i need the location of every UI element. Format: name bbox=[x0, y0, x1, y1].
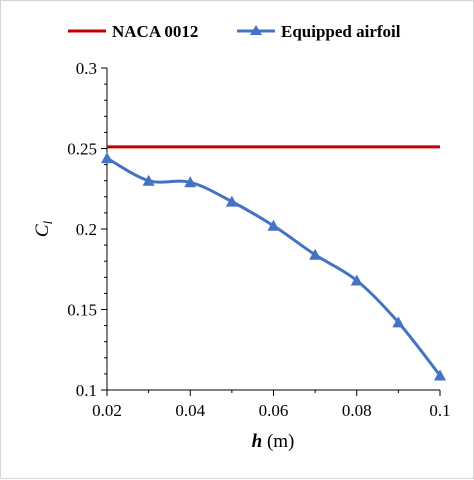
series-point-equipped-airfoil bbox=[225, 195, 238, 207]
series-point-equipped-airfoil bbox=[392, 316, 405, 328]
series-point-equipped-airfoil bbox=[434, 369, 446, 381]
y-tick-label: 0.25 bbox=[67, 140, 97, 159]
series-point-equipped-airfoil bbox=[101, 152, 113, 164]
y-axis-title: Cl bbox=[32, 220, 55, 237]
legend-label-naca: NACA 0012 bbox=[112, 22, 198, 41]
legend-label-equipped: Equipped airfoil bbox=[281, 22, 401, 41]
tick-labels: 0.1 0.15 0.2 0.25 0.3 0.02 0.04 0.06 0.08 0.1 bbox=[67, 59, 450, 420]
x-tick-label: 0.06 bbox=[259, 401, 289, 420]
legend-marker-triangle bbox=[250, 25, 262, 35]
x-tick-label: 0.1 bbox=[429, 401, 450, 420]
y-tick-label: 0.15 bbox=[67, 301, 97, 320]
y-tick-label: 0.1 bbox=[76, 381, 97, 400]
legend: NACA 0012 Equipped airfoil bbox=[68, 22, 401, 41]
y-tick-label: 0.3 bbox=[76, 59, 97, 78]
series-point-equipped-airfoil bbox=[142, 174, 155, 186]
series-markers bbox=[101, 152, 446, 381]
series-point-equipped-airfoil bbox=[267, 219, 280, 231]
x-tick-label: 0.02 bbox=[92, 401, 122, 420]
axis-ticks bbox=[101, 67, 441, 396]
series-point-equipped-airfoil bbox=[184, 176, 197, 188]
series-point-equipped-airfoil bbox=[350, 274, 363, 286]
series-point-equipped-airfoil bbox=[309, 248, 322, 260]
x-tick-label: 0.08 bbox=[342, 401, 372, 420]
x-axis-title: h (m) bbox=[252, 431, 295, 452]
series bbox=[106, 145, 442, 377]
series-line-equipped-airfoil bbox=[106, 156, 442, 377]
x-tick-label: 0.04 bbox=[175, 401, 205, 420]
y-tick-label: 0.2 bbox=[76, 220, 97, 239]
